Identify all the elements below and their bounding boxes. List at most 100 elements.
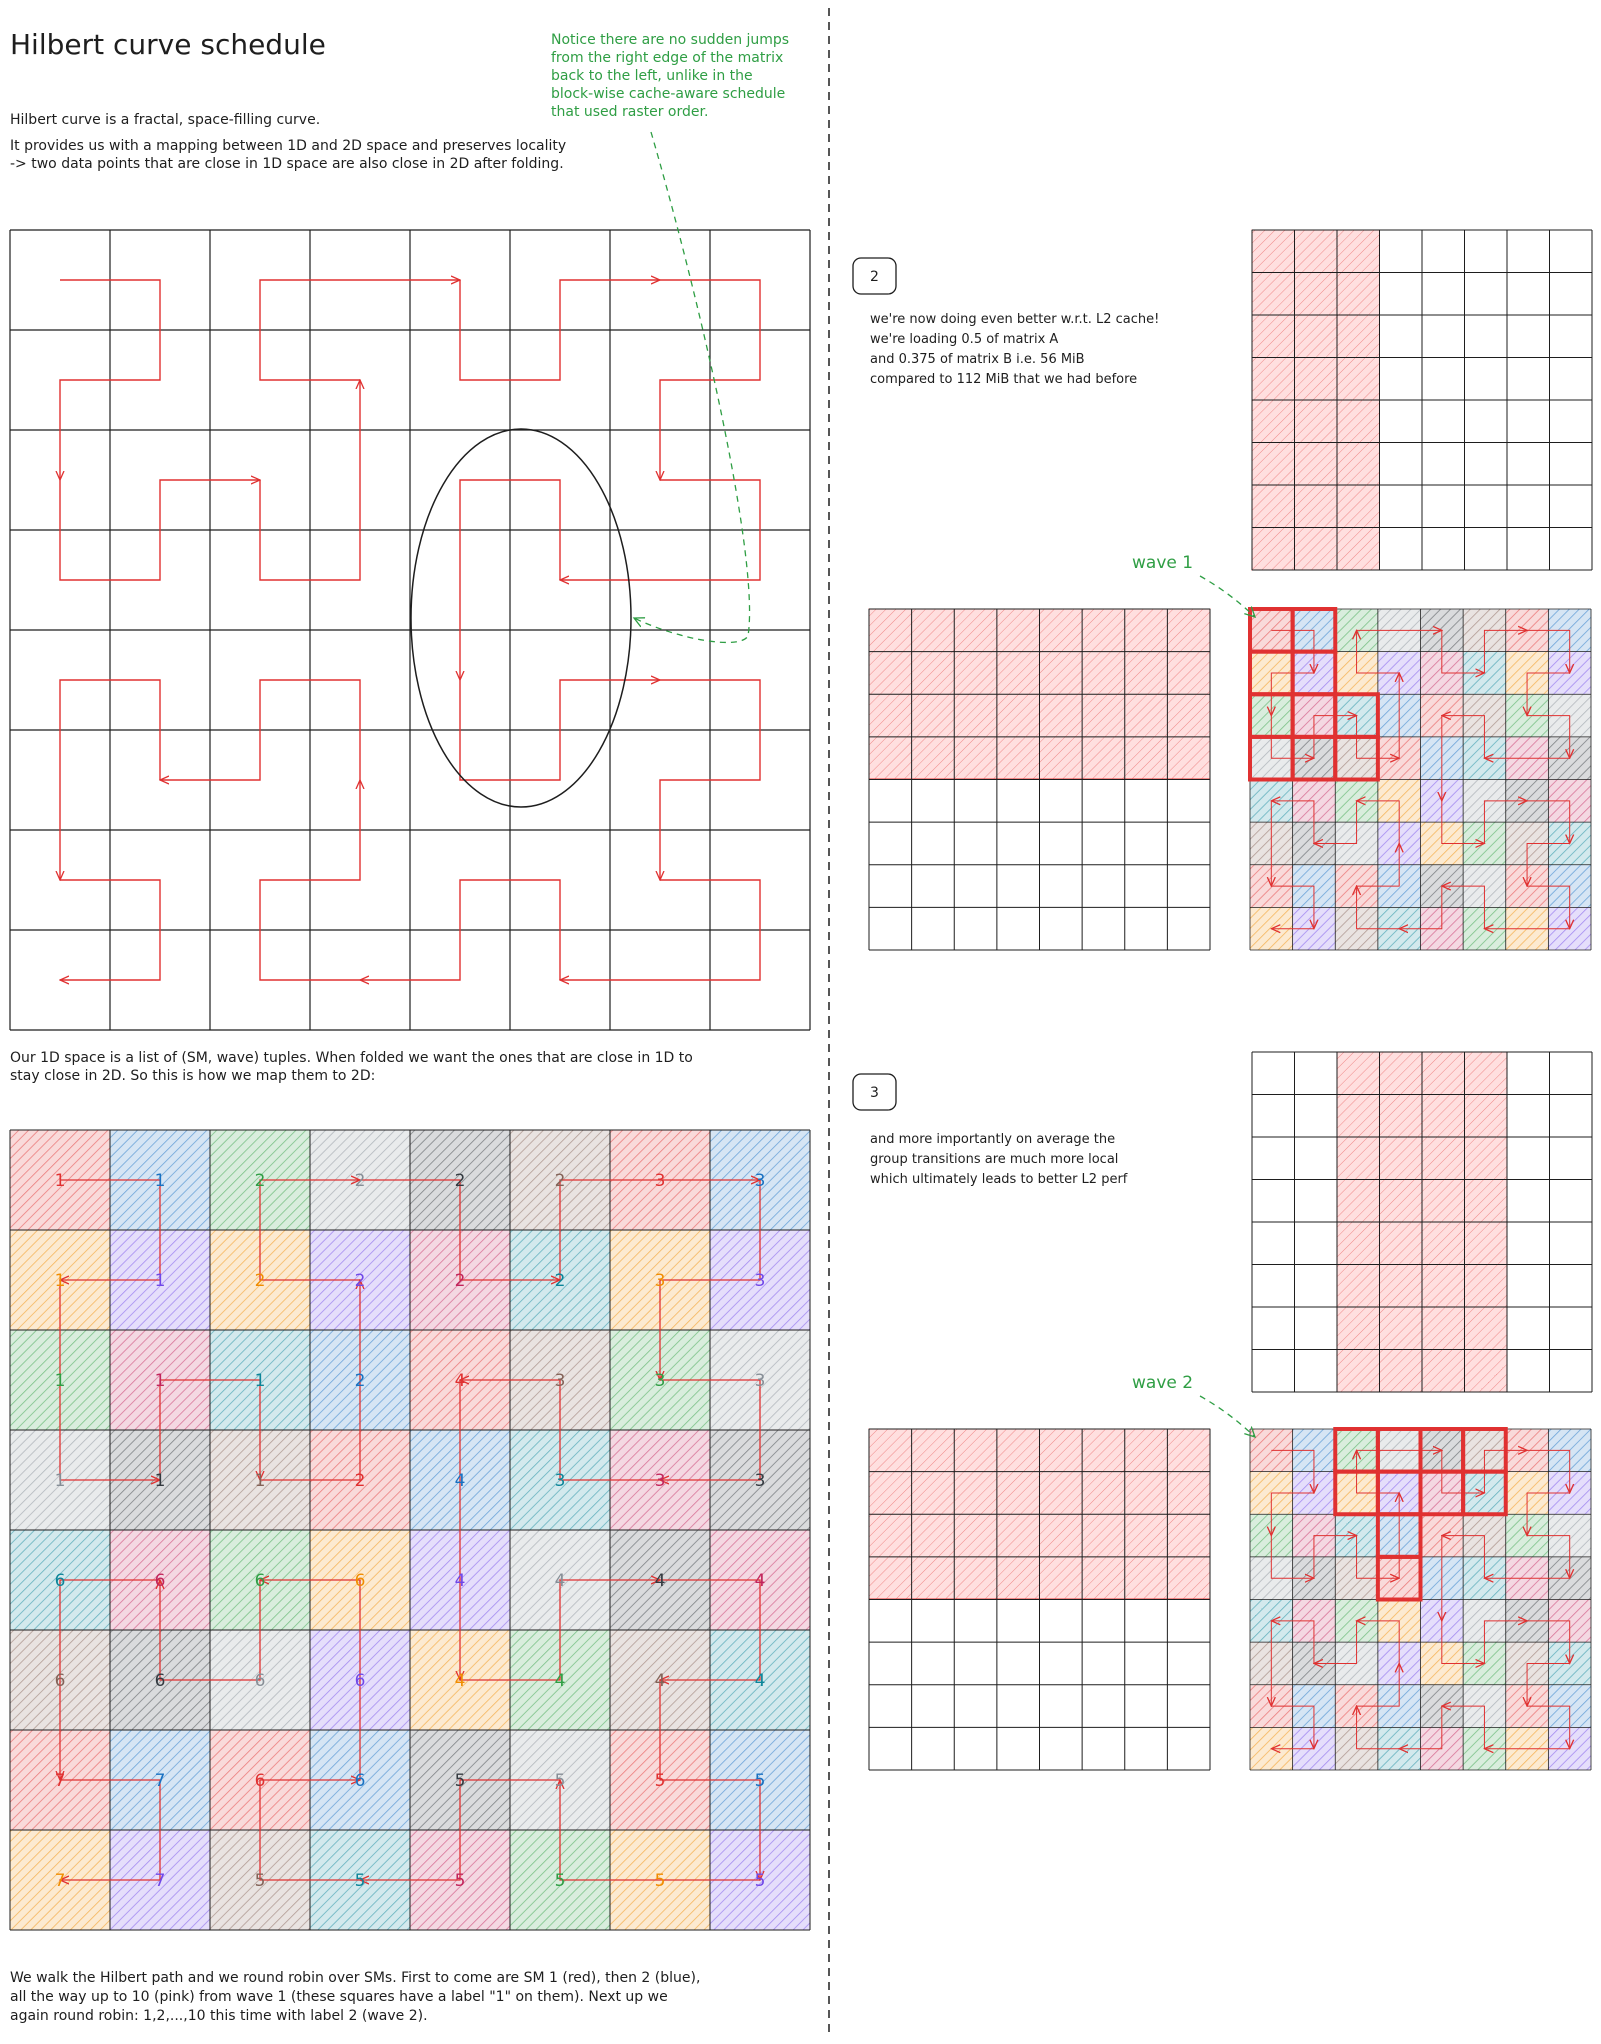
cell-label: 3 [755,1271,766,1291]
hilbert-path [660,1579,761,1680]
step-number: 3 [870,1085,879,1101]
wave-arrow [1199,575,1255,617]
cell-label: 1 [55,1271,66,1291]
hilbert-path [1270,1535,1314,1579]
cell-label: 6 [355,1771,366,1791]
hilbert-path [1271,885,1314,929]
step-number: 2 [870,269,879,285]
hilbert-path [259,780,360,981]
cell-label: 3 [755,1471,766,1491]
hilbert-path [1313,1536,1357,1579]
cell-label: 5 [655,1771,666,1791]
hilbert-path [1357,1706,1400,1750]
hilbert-path [1314,1620,1358,1664]
cell-label: 5 [755,1871,766,1891]
hilbert-path [60,879,161,980]
cell-label: 7 [55,1871,66,1891]
cell-label: 1 [155,1171,166,1191]
hilbert-path [259,1780,360,1881]
cell-label: 1 [155,1471,166,1491]
hilbert-path [660,679,761,880]
cell-label: 1 [55,1171,66,1191]
intro-text: Hilbert curve is a fractal, space-fillin… [10,112,320,128]
cell-label: 1 [255,1371,266,1391]
cell-label: 3 [655,1371,666,1391]
cell-label: 7 [155,1871,166,1891]
cell-label: 4 [655,1571,666,1591]
hilbert-path [1527,629,1570,673]
hilbert-path [660,279,761,480]
hilbert-path [360,879,561,980]
cell-label: 2 [355,1471,366,1491]
cell-label: 3 [555,1371,566,1391]
cell-label: 7 [55,1771,66,1791]
cell-label: 6 [355,1671,366,1691]
cell-label: 4 [755,1671,766,1691]
cell-label: 1 [255,1471,266,1491]
hilbert-path [1271,629,1314,673]
cell-label: 1 [55,1371,66,1391]
hilbert-path [1356,1535,1400,1579]
step-text: and 0.375 of matrix B i.e. 56 MiB [870,352,1085,367]
footer-text: again round robin: 1,2,...,10 this time … [10,2008,428,2024]
hilbert-path [1527,1705,1570,1749]
hilbert-path [1271,672,1314,716]
title: Hilbert curve schedule [10,28,326,61]
hilbert-path [1356,843,1400,887]
highlight-ellipse [410,428,632,808]
hilbert-path [259,280,460,381]
hilbert-path [1314,800,1358,844]
hilbert-path [1483,801,1527,844]
cell-label: 6 [155,1571,166,1591]
hilbert-path [259,380,360,581]
cell-label: 1 [155,1271,166,1291]
hilbert-path [1527,1535,1570,1579]
cell-label: 2 [355,1271,366,1291]
step-text: we're loading 0.5 of matrix A [870,332,1058,347]
cell-label: 4 [555,1571,566,1591]
cell-label: 6 [55,1571,66,1591]
hilbert-path [160,1580,261,1681]
cell-label: 4 [455,1471,466,1491]
hilbert-path [1441,1450,1485,1493]
hilbert-path [1527,715,1570,759]
wave-label: wave 1 [1132,553,1193,573]
hilbert-path [1357,886,1400,930]
hilbert-path [1271,1449,1314,1493]
hilbert-path [59,480,260,581]
step-text: compared to 112 MiB that we had before [870,372,1137,387]
hilbert-path [60,1179,161,1280]
note-arrow [634,131,751,644]
hilbert-path [260,1280,360,1481]
note-text: block-wise cache-aware schedule [551,86,785,102]
hilbert-path [1527,1492,1570,1536]
hilbert-path [1357,801,1400,844]
wave-highlight [1461,1427,1508,1474]
hilbert-path [460,1580,660,1681]
hilbert-path [1357,1621,1400,1664]
hilbert-path [1442,1536,1485,1579]
cell-label: 6 [255,1771,266,1791]
cell-label: 7 [155,1771,166,1791]
step-text: group transitions are much more local [870,1152,1118,1167]
mapping-text: Our 1D space is a list of (SM, wave) tup… [10,1050,693,1066]
cell-label: 2 [255,1271,266,1291]
cell-label: 2 [355,1371,366,1391]
hilbert-path [1527,885,1570,929]
cell-label: 3 [755,1171,766,1191]
hilbert-path [159,1379,260,1480]
cell-label: 5 [255,1871,266,1891]
hilbert-path [1483,1621,1527,1664]
hilbert-path [1483,630,1527,673]
step-text: and more importantly on average the [870,1132,1115,1147]
cell-label: 3 [555,1471,566,1491]
cell-label: 5 [755,1771,766,1791]
step-badge [852,1073,897,1111]
intro-text: -> two data points that are close in 1D … [10,156,564,172]
note-text: that used raster order. [551,104,708,120]
hilbert-path [60,279,161,480]
cell-label: 3 [755,1371,766,1391]
cell-label: 3 [655,1171,666,1191]
footer-text: We walk the Hilbert path and we round ro… [10,1970,700,1986]
